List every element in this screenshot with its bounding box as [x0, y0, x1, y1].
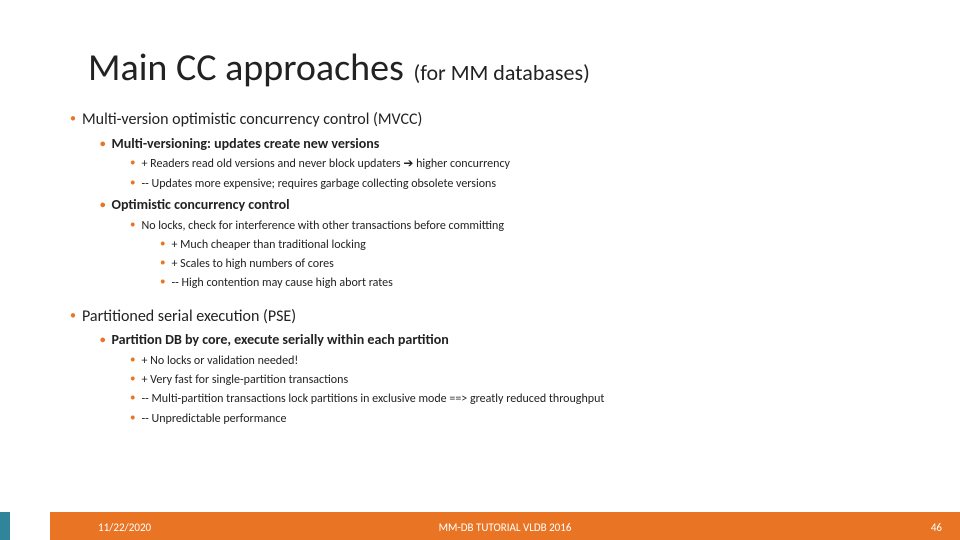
bullet-multiversioning: • Multi-versioning: updates create new ve…	[100, 135, 890, 154]
footer-accent-stripe	[0, 514, 10, 540]
bullet-text: + Scales to high numbers of cores	[171, 257, 333, 271]
bullet-text: -- Multi-partition transactions lock par…	[141, 392, 604, 406]
bullet-icon: •	[160, 256, 165, 269]
bullet-mv-readers: • + Readers read old versions and never b…	[130, 156, 890, 172]
bullet-icon: •	[130, 218, 135, 231]
bullet-text: + Very fast for single-partition transac…	[141, 373, 348, 387]
bullet-icon: •	[130, 372, 135, 385]
bullet-occ-contention: • -- High contention may cause high abort…	[160, 275, 890, 291]
bullet-icon: •	[100, 137, 105, 150]
bullet-occ-nolocks: • No locks, check for interference with o…	[130, 218, 890, 234]
footer-bar: 11/22/2020 MM-DB TUTORIAL VLDB 2016 46	[0, 514, 960, 540]
slide-title-sub: (for MM databases)	[414, 59, 590, 86]
bullet-icon: •	[100, 333, 105, 346]
bullet-text: + Readers read old versions and never bl…	[141, 157, 509, 171]
bullet-icon: •	[160, 237, 165, 250]
bullet-icon: •	[130, 176, 135, 189]
slide-title-row: Main CC approaches (for MM databases)	[88, 45, 890, 91]
slide-content: • Multi-version optimistic concurrency co…	[70, 109, 890, 427]
footer-main: 11/22/2020 MM-DB TUTORIAL VLDB 2016 46	[50, 514, 960, 540]
bullet-mv-updates: • -- Updates more expensive; requires gar…	[130, 176, 890, 192]
bullet-icon: •	[130, 411, 135, 424]
bullet-icon: •	[70, 309, 76, 323]
bullet-icon: •	[100, 198, 105, 211]
bullet-text: -- High contention may cause high abort …	[171, 276, 392, 290]
bullet-pse-multi: • -- Multi-partition transactions lock pa…	[130, 391, 890, 407]
bullet-pse-fast: • + Very fast for single-partition transa…	[130, 372, 890, 388]
slide-title-main: Main CC approaches	[88, 45, 404, 91]
bullet-pse-nolocks: • + No locks or validation needed!	[130, 353, 890, 369]
footer-gap	[10, 514, 50, 540]
bullet-partition: • Partition DB by core, execute serially …	[100, 331, 890, 350]
bullet-icon: •	[70, 112, 76, 126]
bullet-text: Optimistic concurrency control	[111, 196, 289, 213]
footer-date: 11/22/2020	[98, 521, 151, 534]
bullet-icon: •	[130, 156, 135, 169]
bullet-text: + No locks or validation needed!	[141, 354, 298, 368]
bullet-text: -- Updates more expensive; requires garb…	[141, 177, 496, 191]
bullet-text: + Much cheaper than traditional locking	[171, 238, 365, 252]
slide: Main CC approaches (for MM databases) • M…	[0, 0, 960, 540]
bullet-occ: • Optimistic concurrency control	[100, 196, 890, 215]
bullet-icon: •	[160, 275, 165, 288]
bullet-occ-cheaper: • + Much cheaper than traditional locking	[160, 237, 890, 253]
bullet-text: Partitioned serial execution (PSE)	[82, 307, 296, 326]
bullet-text: Multi-versioning: updates create new ver…	[111, 135, 379, 152]
bullet-text: -- Unpredictable performance	[141, 412, 286, 426]
footer-page-number: 46	[931, 521, 942, 534]
bullet-mvcc: • Multi-version optimistic concurrency co…	[70, 109, 890, 131]
bullet-text: Partition DB by core, execute serially w…	[111, 331, 448, 348]
bullet-icon: •	[130, 391, 135, 404]
bullet-occ-scales: • + Scales to high numbers of cores	[160, 256, 890, 272]
bullet-icon: •	[130, 353, 135, 366]
bullet-text: No locks, check for interference with ot…	[141, 219, 504, 233]
bullet-pse-unpredictable: • -- Unpredictable performance	[130, 411, 890, 427]
footer-center: MM-DB TUTORIAL VLDB 2016	[439, 521, 572, 534]
bullet-pse: • Partitioned serial execution (PSE)	[70, 306, 890, 328]
bullet-text: Multi-version optimistic concurrency con…	[82, 110, 422, 129]
